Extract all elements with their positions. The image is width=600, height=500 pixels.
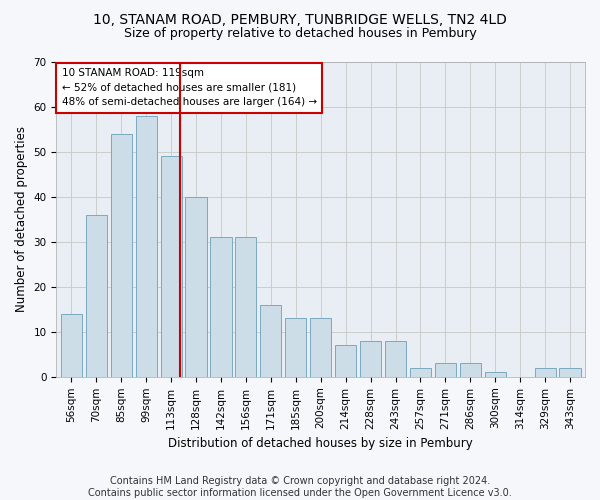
Bar bbox=[335, 346, 356, 377]
Bar bbox=[235, 237, 256, 377]
Text: Size of property relative to detached houses in Pembury: Size of property relative to detached ho… bbox=[124, 28, 476, 40]
Bar bbox=[410, 368, 431, 377]
Bar bbox=[185, 196, 206, 377]
Bar bbox=[136, 116, 157, 377]
Text: 10 STANAM ROAD: 119sqm
← 52% of detached houses are smaller (181)
48% of semi-de: 10 STANAM ROAD: 119sqm ← 52% of detached… bbox=[62, 68, 317, 108]
Bar bbox=[110, 134, 132, 377]
Text: Contains HM Land Registry data © Crown copyright and database right 2024.
Contai: Contains HM Land Registry data © Crown c… bbox=[88, 476, 512, 498]
Bar bbox=[559, 368, 581, 377]
Y-axis label: Number of detached properties: Number of detached properties bbox=[15, 126, 28, 312]
Bar bbox=[460, 364, 481, 377]
Bar bbox=[385, 341, 406, 377]
Bar bbox=[61, 314, 82, 377]
Bar bbox=[285, 318, 307, 377]
Bar bbox=[485, 372, 506, 377]
Bar bbox=[86, 214, 107, 377]
Bar bbox=[161, 156, 182, 377]
Bar bbox=[260, 304, 281, 377]
X-axis label: Distribution of detached houses by size in Pembury: Distribution of detached houses by size … bbox=[169, 437, 473, 450]
Bar bbox=[211, 237, 232, 377]
Bar bbox=[310, 318, 331, 377]
Bar bbox=[360, 341, 381, 377]
Bar bbox=[535, 368, 556, 377]
Text: 10, STANAM ROAD, PEMBURY, TUNBRIDGE WELLS, TN2 4LD: 10, STANAM ROAD, PEMBURY, TUNBRIDGE WELL… bbox=[93, 12, 507, 26]
Bar bbox=[435, 364, 456, 377]
